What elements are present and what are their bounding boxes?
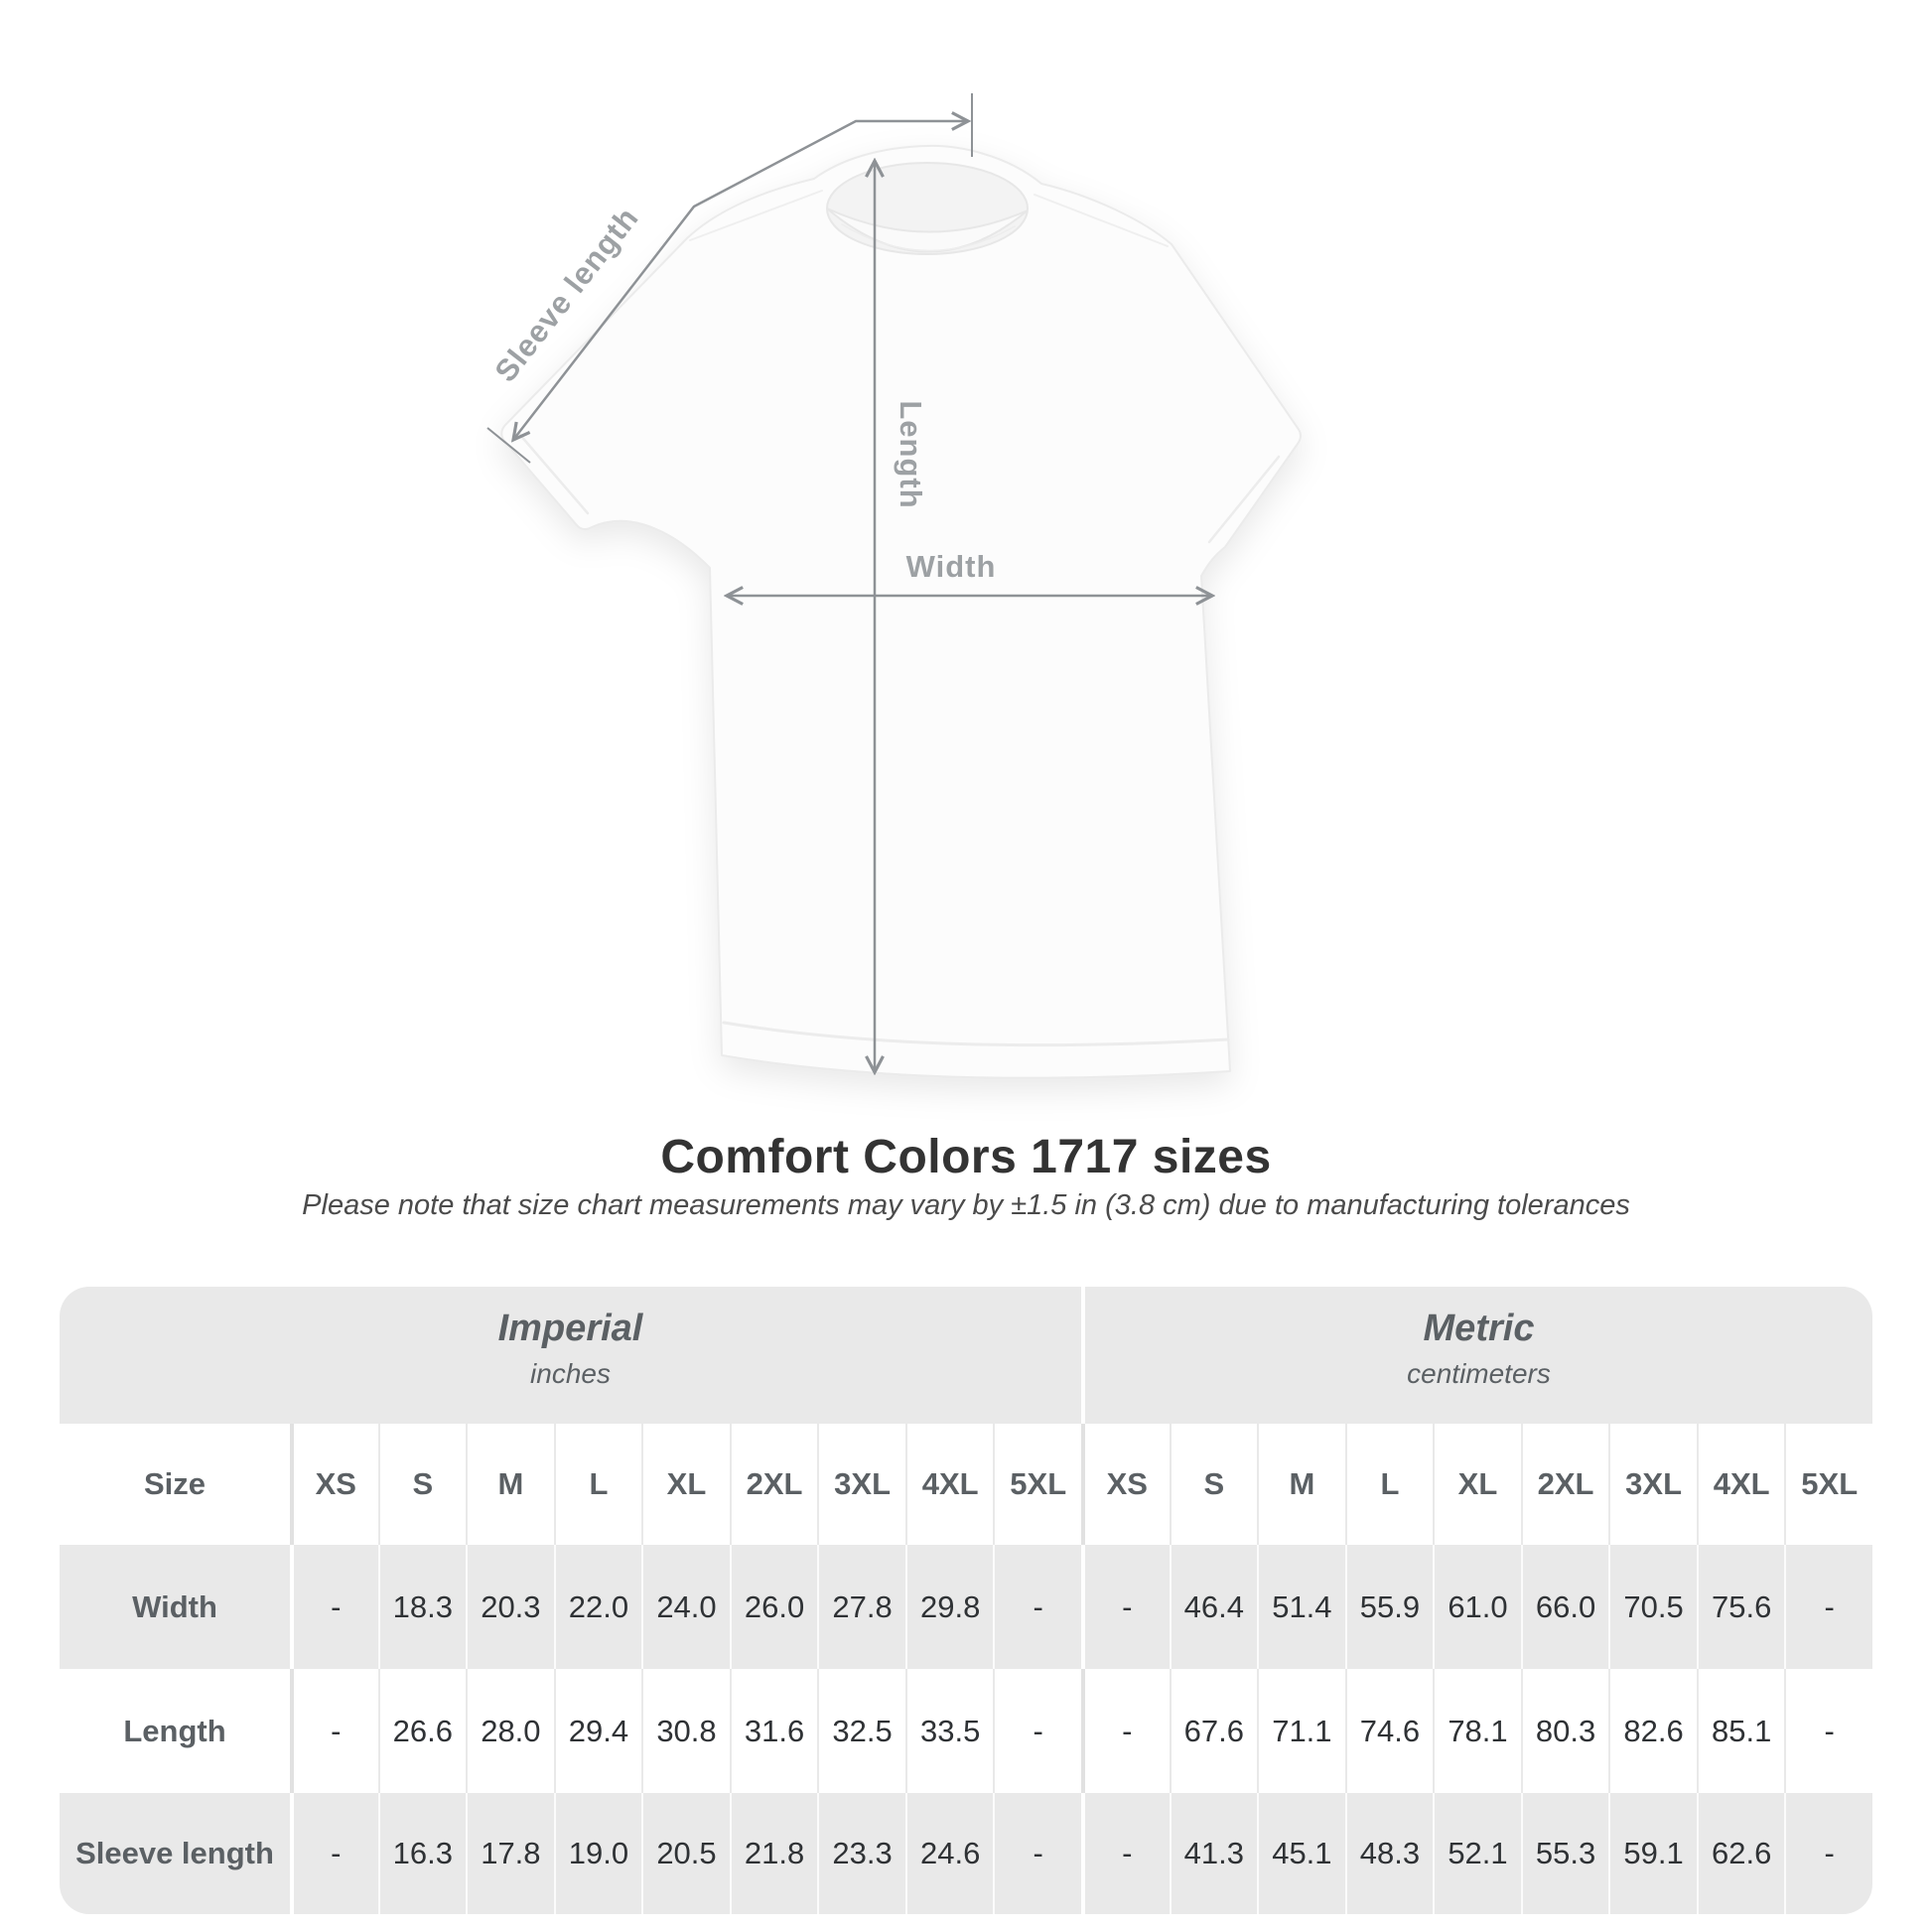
imperial-value: - <box>993 1545 1081 1669</box>
metric-value: 67.6 <box>1169 1669 1258 1793</box>
metric-group-unit: centimeters <box>1407 1357 1551 1389</box>
metric-value: 78.1 <box>1433 1669 1521 1793</box>
imperial-group-unit: inches <box>530 1357 611 1389</box>
metric-value: 71.1 <box>1257 1669 1345 1793</box>
metric-value: 80.3 <box>1520 1669 1609 1793</box>
imperial-value: 26.0 <box>729 1545 818 1669</box>
size-chart-table: Imperial inches Metric centimeters Size X… <box>60 1287 1872 1914</box>
tshirt-size-diagram: Sleeve length Length Width <box>486 93 1302 1079</box>
imperial-value: 16.3 <box>377 1793 467 1914</box>
hem-stitch <box>722 1021 1230 1047</box>
metric-value: - <box>1784 1793 1872 1914</box>
imperial-value: 20.5 <box>641 1793 730 1914</box>
imperial-size-column-header: 4XL <box>904 1424 994 1545</box>
metric-value: 55.9 <box>1344 1545 1434 1669</box>
imperial-value: 32.5 <box>817 1669 905 1793</box>
row-label: Sleeve length <box>60 1793 290 1914</box>
tshirt-silhouette <box>500 144 1302 1079</box>
left-sleeve-stitch <box>517 432 590 515</box>
metric-value: - <box>1784 1545 1872 1669</box>
imperial-value: 29.8 <box>904 1545 994 1669</box>
metric-group-header: Metric centimeters <box>1081 1287 1872 1424</box>
imperial-value: 20.3 <box>466 1545 554 1669</box>
metric-value: 46.4 <box>1169 1545 1258 1669</box>
metric-value: 74.6 <box>1344 1669 1434 1793</box>
imperial-value: - <box>290 1669 378 1793</box>
metric-size-column-header: XL <box>1433 1424 1521 1545</box>
metric-size-column-header: 3XL <box>1608 1424 1697 1545</box>
metric-value: 45.1 <box>1257 1793 1345 1914</box>
imperial-value: 19.0 <box>553 1793 642 1914</box>
right-shoulder-seam <box>1034 194 1169 247</box>
imperial-size-column-header: 2XL <box>729 1424 818 1545</box>
imperial-value: 23.3 <box>817 1793 905 1914</box>
metric-value: - <box>1081 1793 1170 1914</box>
imperial-value: 33.5 <box>904 1669 994 1793</box>
imperial-value: - <box>290 1793 378 1914</box>
tshirt-graphic <box>500 144 1302 1079</box>
imperial-size-column-header: L <box>553 1424 642 1545</box>
metric-value: 70.5 <box>1608 1545 1697 1669</box>
imperial-value: 29.4 <box>553 1669 642 1793</box>
imperial-value: 18.3 <box>377 1545 467 1669</box>
metric-size-column-header: XS <box>1081 1424 1170 1545</box>
metric-value: 52.1 <box>1433 1793 1521 1914</box>
right-sleeve-stitch <box>1207 455 1281 544</box>
imperial-size-column-header: 3XL <box>817 1424 905 1545</box>
metric-value: 48.3 <box>1344 1793 1434 1914</box>
metric-value: 82.6 <box>1608 1669 1697 1793</box>
width-label: Width <box>906 549 997 584</box>
page-title: Comfort Colors 1717 sizes <box>660 1131 1272 1183</box>
imperial-size-column-header: 5XL <box>993 1424 1081 1545</box>
metric-value: - <box>1081 1669 1170 1793</box>
imperial-value: 27.8 <box>817 1545 905 1669</box>
row-label: Width <box>60 1545 290 1669</box>
imperial-value: - <box>290 1545 378 1669</box>
row-label: Length <box>60 1669 290 1793</box>
imperial-value: 30.8 <box>641 1669 730 1793</box>
table-corner-header: Size <box>60 1424 290 1545</box>
imperial-group-title: Imperial <box>497 1307 643 1349</box>
metric-value: - <box>1081 1545 1170 1669</box>
metric-value: 51.4 <box>1257 1545 1345 1669</box>
imperial-value: 22.0 <box>553 1545 642 1669</box>
metric-size-column-header: 5XL <box>1784 1424 1872 1545</box>
imperial-value: - <box>993 1669 1081 1793</box>
imperial-size-column-header: XL <box>641 1424 730 1545</box>
metric-value: 85.1 <box>1696 1669 1785 1793</box>
metric-value: 59.1 <box>1608 1793 1697 1914</box>
imperial-value: - <box>993 1793 1081 1914</box>
imperial-value: 24.6 <box>904 1793 994 1914</box>
metric-value: - <box>1784 1669 1872 1793</box>
metric-value: 66.0 <box>1520 1545 1609 1669</box>
imperial-value: 21.8 <box>729 1793 818 1914</box>
imperial-group-header: Imperial inches <box>60 1287 1081 1424</box>
metric-value: 41.3 <box>1169 1793 1258 1914</box>
metric-value: 55.3 <box>1520 1793 1609 1914</box>
imperial-value: 26.6 <box>377 1669 467 1793</box>
metric-value: 61.0 <box>1433 1545 1521 1669</box>
metric-value: 62.6 <box>1696 1793 1785 1914</box>
metric-size-column-header: S <box>1169 1424 1258 1545</box>
metric-value: 75.6 <box>1696 1545 1785 1669</box>
imperial-value: 31.6 <box>729 1669 818 1793</box>
imperial-value: 17.8 <box>466 1793 554 1914</box>
metric-size-column-header: M <box>1257 1424 1345 1545</box>
imperial-size-column-header: XS <box>290 1424 378 1545</box>
metric-size-column-header: L <box>1344 1424 1434 1545</box>
metric-size-column-header: 4XL <box>1696 1424 1785 1545</box>
imperial-value: 24.0 <box>641 1545 730 1669</box>
metric-size-column-header: 2XL <box>1520 1424 1609 1545</box>
metric-group-title: Metric <box>1423 1307 1535 1349</box>
sleeve-end-tick <box>486 427 531 464</box>
length-label: Length <box>894 400 928 508</box>
imperial-size-column-header: M <box>466 1424 554 1545</box>
sleeve-length-arrow <box>513 121 968 440</box>
imperial-size-column-header: S <box>377 1424 467 1545</box>
imperial-value: 28.0 <box>466 1669 554 1793</box>
page-subtitle: Please note that size chart measurements… <box>302 1189 1630 1221</box>
